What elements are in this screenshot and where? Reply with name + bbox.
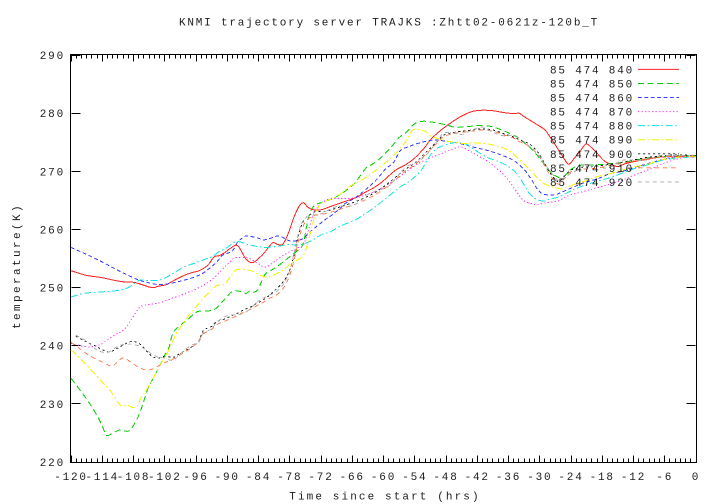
svg-text:-90: -90 bbox=[215, 472, 240, 484]
svg-text:-72: -72 bbox=[308, 472, 333, 484]
svg-text:85 474 920: 85 474 920 bbox=[550, 178, 634, 190]
svg-text:KNMI trajectory server TRAJKS: KNMI trajectory server TRAJKS :Zhtt02-06… bbox=[179, 18, 599, 30]
svg-text:-120: -120 bbox=[54, 472, 88, 484]
svg-text:85 474 900: 85 474 900 bbox=[550, 150, 634, 162]
svg-text:290: 290 bbox=[40, 51, 65, 63]
svg-text:-84: -84 bbox=[246, 472, 271, 484]
svg-text:-36: -36 bbox=[496, 472, 521, 484]
svg-text:230: 230 bbox=[40, 400, 65, 412]
svg-text:Time since start (hrs): Time since start (hrs) bbox=[289, 492, 480, 504]
svg-text:-48: -48 bbox=[433, 472, 458, 484]
svg-text:-18: -18 bbox=[590, 472, 615, 484]
svg-text:-42: -42 bbox=[465, 472, 490, 484]
svg-text:-60: -60 bbox=[371, 472, 396, 484]
svg-text:280: 280 bbox=[40, 109, 65, 121]
svg-text:260: 260 bbox=[40, 225, 65, 237]
svg-text:250: 250 bbox=[40, 284, 65, 296]
svg-text:-12: -12 bbox=[621, 472, 646, 484]
svg-text:85 474 840: 85 474 840 bbox=[550, 65, 634, 77]
svg-text:0: 0 bbox=[692, 472, 700, 484]
svg-text:240: 240 bbox=[40, 342, 65, 354]
svg-text:220: 220 bbox=[40, 458, 65, 470]
svg-text:-102: -102 bbox=[148, 472, 182, 484]
svg-text:-54: -54 bbox=[402, 472, 427, 484]
svg-text:-24: -24 bbox=[558, 472, 583, 484]
svg-text:-114: -114 bbox=[85, 472, 119, 484]
svg-text:-66: -66 bbox=[340, 472, 365, 484]
svg-text:85 474 850: 85 474 850 bbox=[550, 80, 634, 92]
svg-text:85 474 860: 85 474 860 bbox=[550, 94, 634, 106]
svg-text:85 474 890: 85 474 890 bbox=[550, 136, 634, 148]
svg-text:-78: -78 bbox=[277, 472, 302, 484]
svg-text:temperature(K): temperature(K) bbox=[12, 203, 24, 329]
svg-text:85 474 910: 85 474 910 bbox=[550, 164, 634, 176]
svg-text:-108: -108 bbox=[117, 472, 151, 484]
svg-text:-6: -6 bbox=[656, 472, 673, 484]
svg-text:-96: -96 bbox=[183, 472, 208, 484]
svg-text:85 474 880: 85 474 880 bbox=[550, 122, 634, 134]
svg-text:-30: -30 bbox=[527, 472, 552, 484]
svg-text:85 474 870: 85 474 870 bbox=[550, 108, 634, 120]
svg-text:270: 270 bbox=[40, 167, 65, 179]
